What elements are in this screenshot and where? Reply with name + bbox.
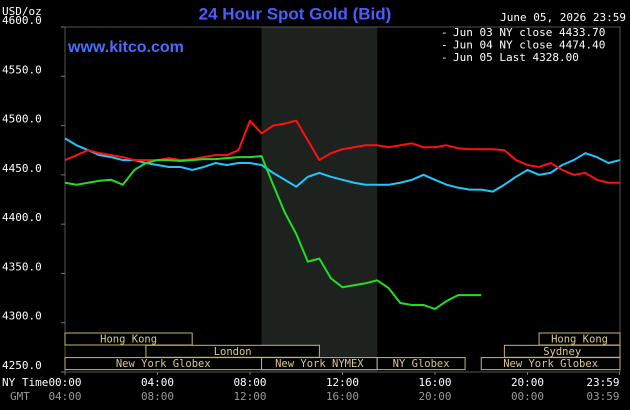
y-tick-label: 4500.0 — [2, 113, 42, 126]
session-shade — [261, 27, 378, 372]
session-label: London — [214, 346, 252, 358]
series-line — [64, 155, 482, 310]
session-label: Sydney — [543, 346, 581, 358]
session-label: Hong Kong — [100, 334, 157, 346]
session-label: New York Globex — [116, 358, 211, 370]
session-label: Hong Kong — [551, 334, 608, 346]
x-tick-label: 12:00 — [326, 376, 359, 389]
y-axis-label: USD/oz — [2, 5, 42, 18]
x2-tick-label: 20:00 — [418, 390, 451, 403]
y-tick-label: 4450.0 — [2, 162, 42, 175]
legend-marker: - — [441, 26, 448, 39]
y-tick-label: 4550.0 — [2, 63, 42, 76]
y-tick-label: 4250.0 — [2, 359, 42, 372]
y-tick-label: 4350.0 — [2, 260, 42, 273]
legend-marker: - — [441, 39, 448, 52]
x-tick-label: 23:59 — [586, 376, 619, 389]
x-tick-label: 08:00 — [233, 376, 266, 389]
series-line — [64, 137, 621, 193]
session-label: New York NYMEX — [275, 358, 364, 370]
y-tick-label: 4300.0 — [2, 310, 42, 323]
x-tick-label: 04:00 — [141, 376, 174, 389]
session-box — [376, 357, 466, 371]
x2-row-label: GMT — [10, 390, 30, 403]
date: June 05, 2026 23:59 — [500, 11, 626, 24]
x2-tick-label: 00:00 — [511, 390, 544, 403]
y-tick-label: 4600.0 — [2, 14, 42, 27]
session-label: NY Globex — [393, 358, 450, 370]
x2-tick-label: 08:00 — [141, 390, 174, 403]
chart-title: 24 Hour Spot Gold (Bid) — [199, 4, 392, 23]
x-row-label: NY Time — [2, 376, 48, 389]
session-box — [64, 332, 193, 346]
legend-label: Jun 04 NY close 4474.40 — [453, 39, 605, 52]
y-tick-label: 4400.0 — [2, 211, 42, 224]
x2-tick-label: 04:00 — [48, 390, 81, 403]
x-tick-label: 16:00 — [418, 376, 451, 389]
x-tick-label: 20:00 — [511, 376, 544, 389]
session-box — [480, 357, 621, 371]
legend-label: Jun 05 Last 4328.00 — [453, 51, 579, 64]
website: www.kitco.com — [67, 39, 184, 56]
x2-tick-label: 03:59 — [586, 390, 619, 403]
legend-label: Jun 03 NY close 4433.70 — [453, 26, 605, 39]
session-label: New York Globex — [503, 358, 598, 370]
x-tick-label: 00:00 — [48, 376, 81, 389]
legend-marker: - — [441, 51, 448, 64]
x2-tick-label: 16:00 — [326, 390, 359, 403]
x2-tick-label: 12:00 — [233, 390, 266, 403]
